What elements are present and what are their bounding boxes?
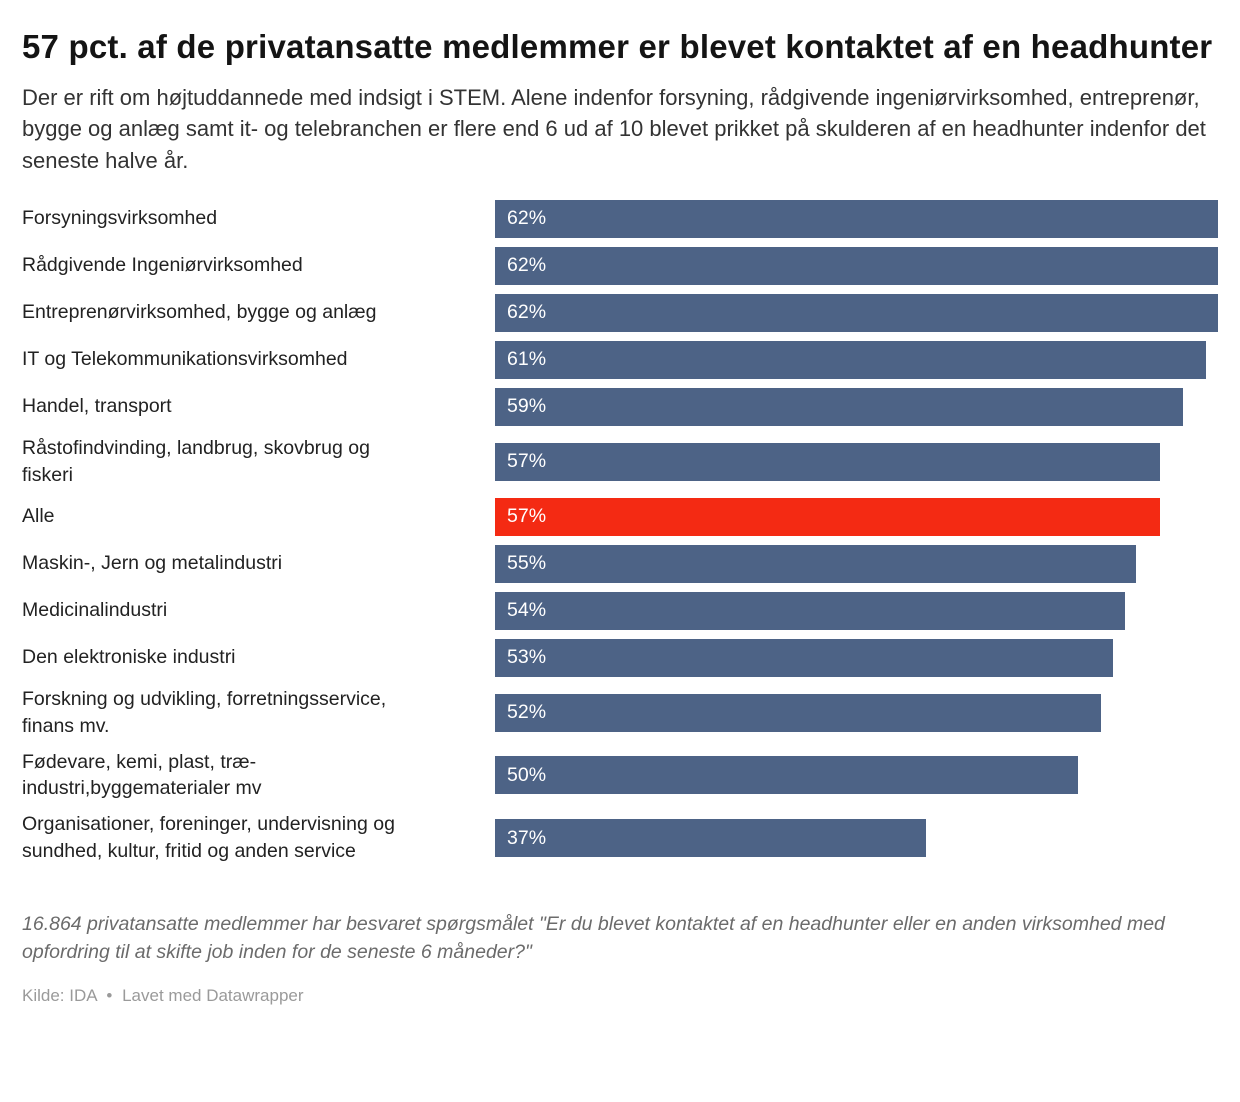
category-label: IT og Telekommunikationsvirksomhed: [22, 348, 348, 371]
bar-value-label: 54%: [507, 599, 547, 622]
bar-value-label: 62%: [507, 254, 547, 277]
chart-row: Handel, transport 59%: [22, 387, 1218, 426]
category-label: Forskning og udvikling, forretningsservi…: [22, 687, 387, 737]
bar-value-label: 50%: [507, 763, 547, 786]
chart-row: Alle 57%: [22, 497, 1218, 536]
chart-row: Rådgivende Ingeniørvirksomhed 62%: [22, 246, 1218, 285]
source-separator: •: [106, 986, 113, 1006]
bar-track: 54%: [495, 591, 1218, 630]
bar: 62%: [495, 293, 1218, 332]
bar-value-label: 53%: [507, 646, 547, 669]
bar: 57%: [495, 442, 1160, 481]
chart-row: IT og Telekommunikationsvirksomhed 61%: [22, 340, 1218, 379]
chart-row: Fødevare, kemi, plast, træ- industri,byg…: [22, 749, 1218, 803]
source-line: Kilde: IDA • Lavet med Datawrapper: [22, 986, 1218, 1006]
bar-track: 57%: [495, 497, 1218, 536]
category-label: Medicinalindustri: [22, 599, 168, 622]
bar-value-label: 57%: [507, 505, 547, 528]
category-label: Rådgivende Ingeniørvirksomhed: [22, 254, 303, 277]
bar: 54%: [495, 591, 1125, 630]
chart-row: Råstofindvinding, landbrug, skovbrug og …: [22, 435, 1218, 489]
category-label: Alle: [22, 505, 55, 528]
source-name: IDA: [69, 986, 97, 1006]
bar-track: 62%: [495, 246, 1218, 285]
bar-track: 62%: [495, 199, 1218, 238]
chart-title: 57 pct. af de privatansatte medlemmer er…: [22, 28, 1213, 65]
bar-track: 37%: [495, 819, 1218, 858]
bar: 59%: [495, 387, 1184, 426]
bar: 52%: [495, 693, 1102, 732]
chart-subtitle: Der er rift om højtuddannede med indsigt…: [22, 85, 1206, 173]
bar-value-label: 52%: [507, 701, 547, 724]
bar-track: 57%: [495, 442, 1218, 481]
chart-row: Entreprenørvirksomhed, bygge og anlæg 62%: [22, 293, 1218, 332]
bar-value-label: 62%: [507, 207, 547, 230]
chart-row: Medicinalindustri 54%: [22, 591, 1218, 630]
bar-track: 55%: [495, 544, 1218, 583]
bar-track: 52%: [495, 693, 1218, 732]
chart-row: Maskin-, Jern og metalindustri 55%: [22, 544, 1218, 583]
bar-value-label: 59%: [507, 395, 547, 418]
category-label: Fødevare, kemi, plast, træ- industri,byg…: [22, 750, 262, 800]
category-label: Entreprenørvirksomhed, bygge og anlæg: [22, 301, 377, 324]
bar: 61%: [495, 340, 1207, 379]
bar-track: 59%: [495, 387, 1218, 426]
bar: 62%: [495, 246, 1218, 285]
chart-row: Forskning og udvikling, forretningsservi…: [22, 686, 1218, 740]
bar-value-label: 62%: [507, 301, 547, 324]
category-label: Råstofindvinding, landbrug, skovbrug og …: [22, 436, 370, 486]
category-label: Handel, transport: [22, 395, 172, 418]
category-label: Maskin-, Jern og metalindustri: [22, 552, 283, 575]
bar: 37%: [495, 819, 927, 858]
bar-value-label: 37%: [507, 826, 547, 849]
datawrapper-attribution-link[interactable]: Lavet med Datawrapper: [122, 986, 304, 1006]
bar: 62%: [495, 199, 1218, 238]
bar: 55%: [495, 544, 1137, 583]
bar-track: 61%: [495, 340, 1218, 379]
bar-value-label: 57%: [507, 450, 547, 473]
category-label: Forsyningsvirksomhed: [22, 207, 218, 230]
chart-row: Forsyningsvirksomhed 62%: [22, 199, 1218, 238]
bar-highlighted: 57%: [495, 497, 1160, 536]
category-label: Organisationer, foreninger, undervisning…: [22, 813, 395, 863]
bar-track: 50%: [495, 756, 1218, 795]
bar-value-label: 61%: [507, 348, 547, 371]
chart-row: Den elektroniske industri 53%: [22, 638, 1218, 677]
chart-row: Organisationer, foreninger, undervisning…: [22, 811, 1218, 865]
bar-track: 53%: [495, 638, 1218, 677]
chart-footnote: 16.864 privatansatte medlemmer har besva…: [22, 913, 1165, 963]
source-prefix-label: Kilde:: [22, 986, 65, 1006]
bar-track: 62%: [495, 293, 1218, 332]
bar-chart: Forsyningsvirksomhed 62% Rådgivende Ingeni…: [22, 199, 1218, 865]
category-label: Den elektroniske industri: [22, 646, 236, 669]
bar: 53%: [495, 638, 1114, 677]
bar-value-label: 55%: [507, 552, 547, 575]
bar: 50%: [495, 756, 1079, 795]
